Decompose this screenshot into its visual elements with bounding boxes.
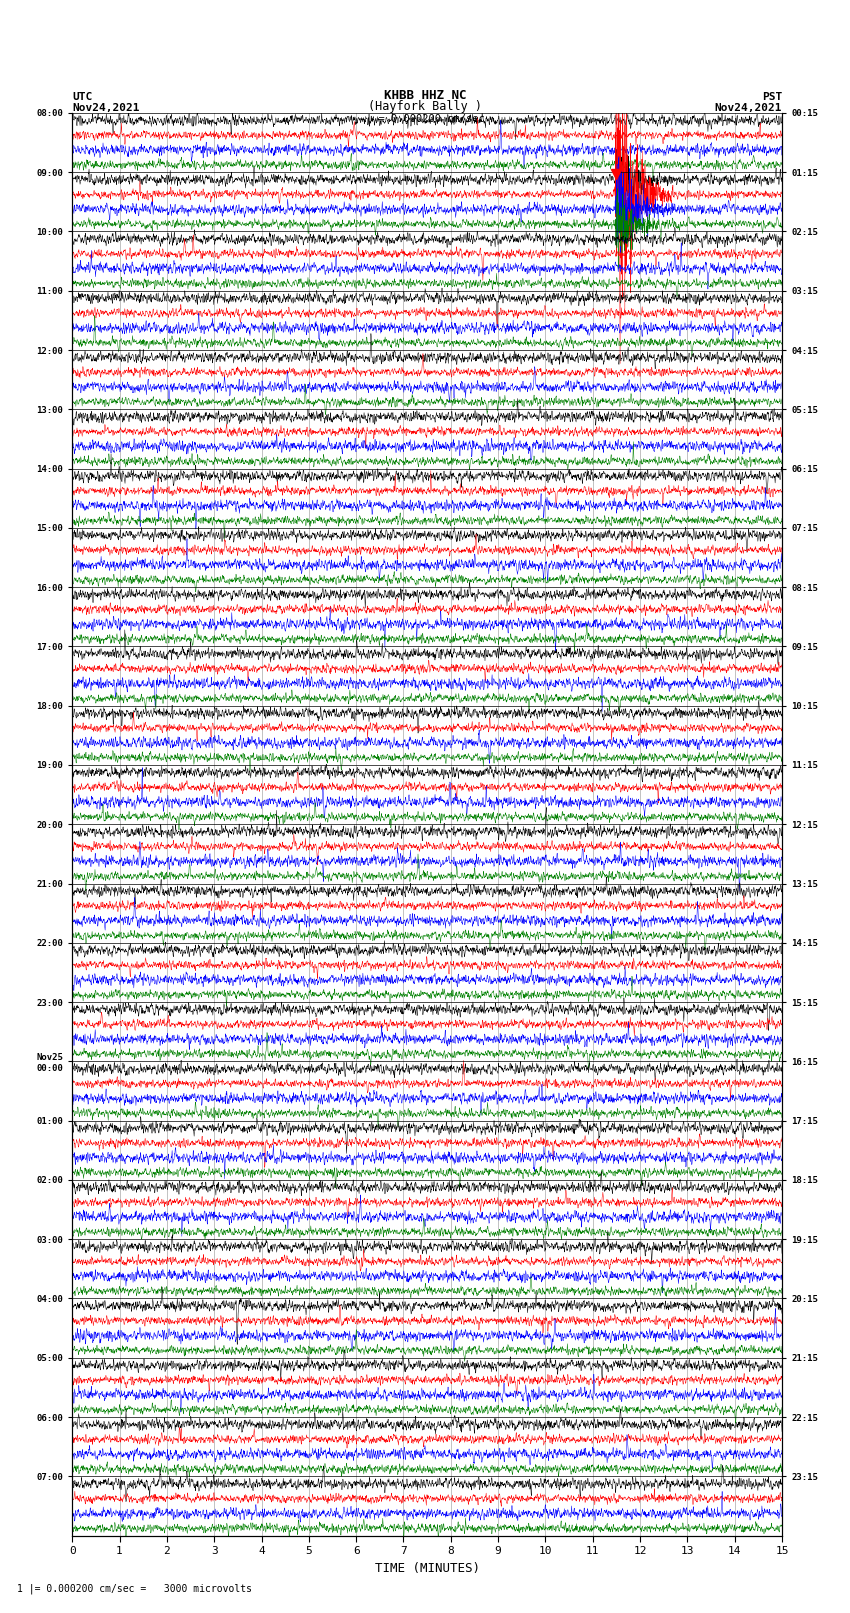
Text: (Hayfork Bally ): (Hayfork Bally ) bbox=[368, 100, 482, 113]
Text: KHBB HHZ NC: KHBB HHZ NC bbox=[383, 89, 467, 102]
Text: Nov24,2021: Nov24,2021 bbox=[72, 103, 139, 113]
Text: PST: PST bbox=[762, 92, 782, 102]
Text: 1 |= 0.000200 cm/sec =   3000 microvolts: 1 |= 0.000200 cm/sec = 3000 microvolts bbox=[17, 1582, 252, 1594]
Text: | = 0.000200 cm/sec: | = 0.000200 cm/sec bbox=[366, 113, 484, 124]
Text: Nov24,2021: Nov24,2021 bbox=[715, 103, 782, 113]
X-axis label: TIME (MINUTES): TIME (MINUTES) bbox=[375, 1561, 479, 1574]
Text: UTC: UTC bbox=[72, 92, 93, 102]
